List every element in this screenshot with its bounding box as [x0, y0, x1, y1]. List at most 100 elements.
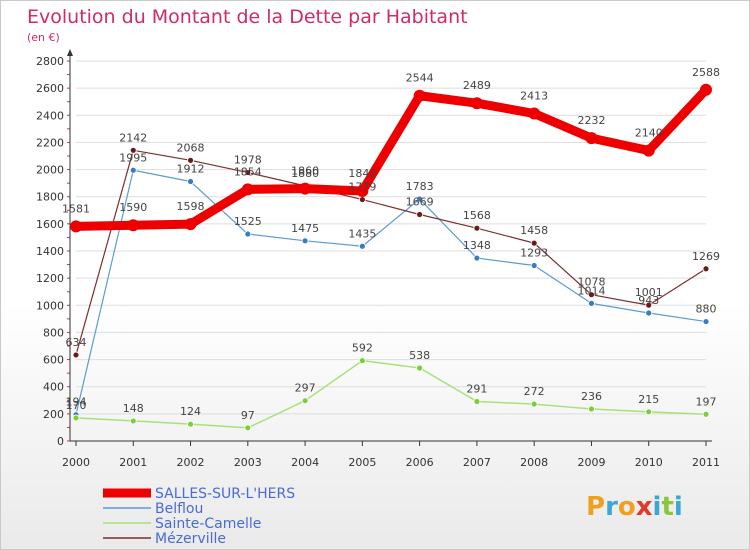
data-label: 1590	[119, 201, 147, 214]
data-label: 1568	[463, 209, 491, 222]
data-label: 236	[581, 390, 602, 403]
data-label: 943	[638, 294, 659, 307]
data-label: 1783	[406, 180, 434, 193]
x-tick-label: 2008	[520, 456, 548, 469]
x-tick-label: 2010	[635, 456, 663, 469]
data-point	[356, 185, 369, 198]
data-label: 1854	[234, 165, 262, 178]
data-label: 1458	[520, 224, 548, 237]
data-point	[588, 291, 595, 299]
legend-label: Sainte-Camelle	[155, 516, 261, 532]
data-label: 2544	[406, 72, 434, 85]
data-point	[588, 299, 595, 307]
data-label: 2232	[577, 114, 605, 127]
data-point	[244, 424, 252, 432]
data-point	[413, 89, 426, 102]
data-label: 1078	[577, 276, 605, 289]
y-tick-label: 1800	[36, 191, 64, 204]
data-label: 1669	[406, 195, 434, 208]
data-point	[702, 318, 710, 325]
data-label: 1880	[291, 167, 319, 180]
data-point	[473, 254, 481, 262]
data-point	[129, 166, 137, 174]
data-point	[702, 410, 710, 418]
data-label: 1014	[577, 284, 605, 297]
y-tick-label: 1600	[36, 218, 64, 231]
data-label: 2068	[177, 141, 205, 154]
data-point	[301, 237, 309, 245]
y-tick-label: 400	[43, 381, 64, 394]
data-point	[642, 144, 655, 157]
legend-label: Mézerville	[155, 531, 226, 547]
axes: 0 200 400 600 800 1000 1200 1400 1600 1800 2000 220…	[36, 49, 720, 469]
data-point	[358, 357, 366, 365]
x-tick-label: 2007	[463, 456, 491, 469]
data-point	[72, 414, 80, 422]
data-label: 1860	[291, 165, 319, 178]
data-label: 97	[241, 409, 255, 422]
x-tick-label: 2000	[62, 456, 90, 469]
y-tick-label: 1400	[36, 245, 64, 258]
data-point	[530, 400, 538, 408]
series-line	[75, 169, 707, 416]
data-point	[72, 351, 80, 359]
data-label: 1598	[177, 200, 205, 213]
x-tick-label: 2005	[348, 456, 376, 469]
y-tick-label: 1200	[36, 272, 64, 285]
data-label: 2413	[520, 90, 548, 103]
legend-label: SALLES-SUR-L'HERS	[155, 486, 295, 502]
data-point	[299, 182, 312, 195]
data-point	[645, 309, 653, 317]
x-tick-label: 2006	[406, 456, 434, 469]
data-point	[416, 364, 424, 372]
x-tick-label: 2002	[177, 456, 205, 469]
data-label: 1269	[692, 250, 720, 263]
data-label: 1581	[62, 202, 90, 215]
data-label: 297	[295, 382, 316, 395]
data-point	[585, 132, 598, 145]
data-point	[645, 408, 653, 416]
data-point	[187, 156, 194, 164]
data-point	[127, 219, 140, 232]
data-label: 291	[466, 383, 487, 396]
data-label: 880	[696, 303, 717, 316]
data-point	[470, 97, 483, 110]
data-label: 1978	[234, 154, 262, 167]
chart-title: Evolution du Montant de la Dette par Hab…	[27, 6, 468, 28]
y-tick-label: 0	[57, 435, 64, 448]
data-point	[588, 405, 595, 413]
data-label: 1475	[291, 222, 319, 235]
x-tick-label: 2004	[291, 456, 319, 469]
data-label: 1435	[348, 227, 376, 240]
data-labels: 1581 1590 1598 1854 1860 1842 2544 2489 2413 2232…	[62, 66, 720, 422]
data-point	[645, 301, 653, 309]
data-label: 194	[66, 396, 87, 409]
grid-lines	[76, 60, 706, 442]
data-label: 2489	[463, 79, 491, 92]
data-label: 124	[180, 405, 201, 418]
y-tick-label: 800	[43, 326, 64, 339]
data-point	[530, 262, 538, 269]
x-tick-label: 2011	[692, 456, 720, 469]
data-label: 538	[409, 349, 430, 362]
data-label: 2140	[635, 127, 663, 140]
data-label: 197	[696, 395, 717, 408]
data-label: 1842	[348, 167, 376, 180]
series-group	[70, 83, 712, 432]
data-label: 1001	[635, 286, 663, 299]
x-tick-label: 2003	[234, 456, 262, 469]
x-tick-label: 2001	[119, 456, 147, 469]
data-point	[473, 224, 481, 232]
data-point	[528, 107, 541, 120]
data-point	[241, 183, 254, 196]
x-tick-label: 2009	[577, 456, 605, 469]
data-point	[301, 397, 309, 405]
data-point	[700, 83, 712, 96]
y-tick-label: 2600	[36, 82, 64, 95]
data-point	[244, 230, 252, 238]
data-point	[244, 169, 252, 176]
data-point	[184, 218, 197, 231]
brand-logo: Proxiti	[586, 492, 683, 522]
